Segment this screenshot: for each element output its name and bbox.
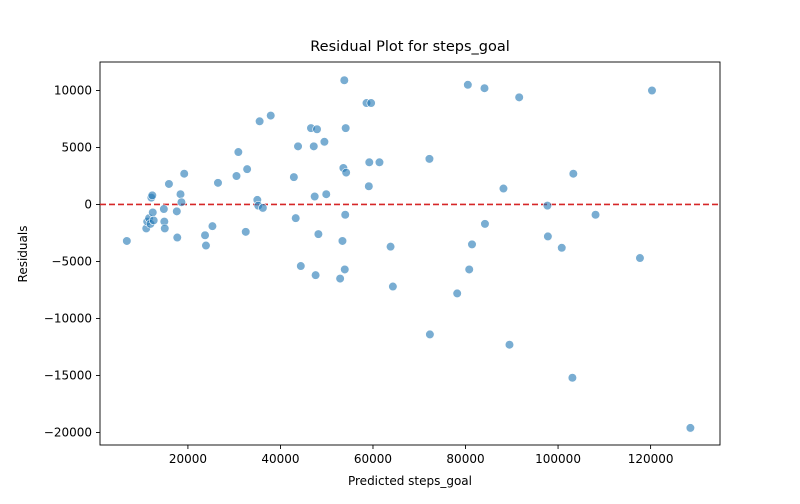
y-tick-label: 5000: [61, 140, 92, 154]
x-tick-label: 40000: [261, 452, 299, 466]
chart-title: Residual Plot for steps_goal: [310, 39, 510, 55]
data-point: [179, 169, 189, 179]
data-point: [568, 169, 578, 179]
data-point: [172, 232, 182, 243]
data-point: [557, 243, 567, 253]
data-point: [685, 423, 695, 433]
data-point: [176, 197, 187, 207]
data-point: [364, 181, 374, 191]
y-tick-label: −20000: [44, 425, 92, 439]
y-tick-label: −5000: [51, 254, 92, 268]
data-point: [160, 223, 170, 234]
data-point: [364, 157, 374, 167]
data-point: [319, 137, 330, 147]
x-tick-label: 20000: [169, 452, 207, 466]
data-point: [164, 179, 174, 189]
data-point: [231, 171, 242, 181]
data-point: [366, 98, 376, 108]
y-tick-label: 0: [84, 197, 92, 211]
data-point: [452, 288, 462, 298]
y-axis: −20000 −15000 −10000 −5000 0 5000 10000: [44, 83, 100, 439]
data-point: [148, 207, 158, 218]
data-point: [258, 203, 268, 213]
data-point: [233, 147, 243, 157]
data-point: [122, 236, 132, 246]
data-point: [463, 80, 473, 90]
data-point: [341, 123, 351, 133]
axes-frame: [99, 61, 721, 446]
data-point: [337, 236, 348, 246]
data-point: [201, 240, 211, 251]
x-tick-label: 100000: [535, 452, 581, 466]
data-point: [425, 329, 435, 340]
data-point: [340, 264, 350, 275]
data-point: [289, 172, 299, 182]
data-point: [424, 154, 435, 164]
data-point: [159, 204, 169, 214]
data-point: [175, 189, 186, 199]
data-point: [479, 83, 490, 93]
data-point: [374, 157, 385, 167]
data-point: [293, 141, 303, 151]
data-point: [339, 75, 349, 85]
data-point: [255, 116, 265, 126]
x-tick-label: 80000: [446, 452, 484, 466]
data-point: [313, 229, 323, 239]
data-point: [341, 167, 351, 178]
data-point: [321, 189, 331, 199]
y-tick-label: 10000: [54, 83, 92, 97]
data-point: [172, 206, 182, 216]
data-point: [590, 210, 601, 220]
data-point: [498, 183, 509, 194]
data-point: [309, 141, 319, 151]
data-point: [504, 340, 515, 350]
data-point: [340, 210, 350, 220]
data-point: [310, 191, 320, 202]
data-point: [207, 221, 218, 231]
data-point: [464, 264, 474, 275]
x-tick-label: 120000: [628, 452, 674, 466]
data-point: [242, 164, 252, 174]
x-axis: 20000 40000 60000 80000 100000 120000: [169, 445, 674, 466]
data-point: [635, 253, 645, 263]
data-point: [542, 201, 553, 211]
data-point: [335, 273, 345, 284]
data-point: [567, 373, 578, 383]
data-point: [266, 110, 276, 121]
y-tick-label: −15000: [44, 368, 92, 382]
data-point: [467, 239, 477, 249]
x-tick-label: 60000: [354, 452, 392, 466]
data-point: [385, 242, 396, 252]
data-point: [543, 231, 553, 242]
data-point: [647, 85, 657, 96]
data-point: [388, 281, 398, 292]
data-point: [291, 213, 301, 223]
x-axis-label: Predicted steps_goal: [348, 474, 472, 488]
data-point: [241, 227, 251, 237]
data-point: [311, 270, 321, 280]
data-point: [200, 230, 210, 240]
data-point: [213, 178, 223, 188]
data-point: [296, 261, 306, 271]
data-point: [514, 92, 524, 102]
plot-area: [99, 61, 721, 446]
data-point: [147, 190, 157, 200]
y-tick-label: −10000: [44, 311, 92, 325]
y-axis-label: Residuals: [16, 226, 30, 283]
data-point: [149, 215, 159, 226]
data-point: [480, 219, 490, 229]
data-point: [312, 124, 322, 134]
